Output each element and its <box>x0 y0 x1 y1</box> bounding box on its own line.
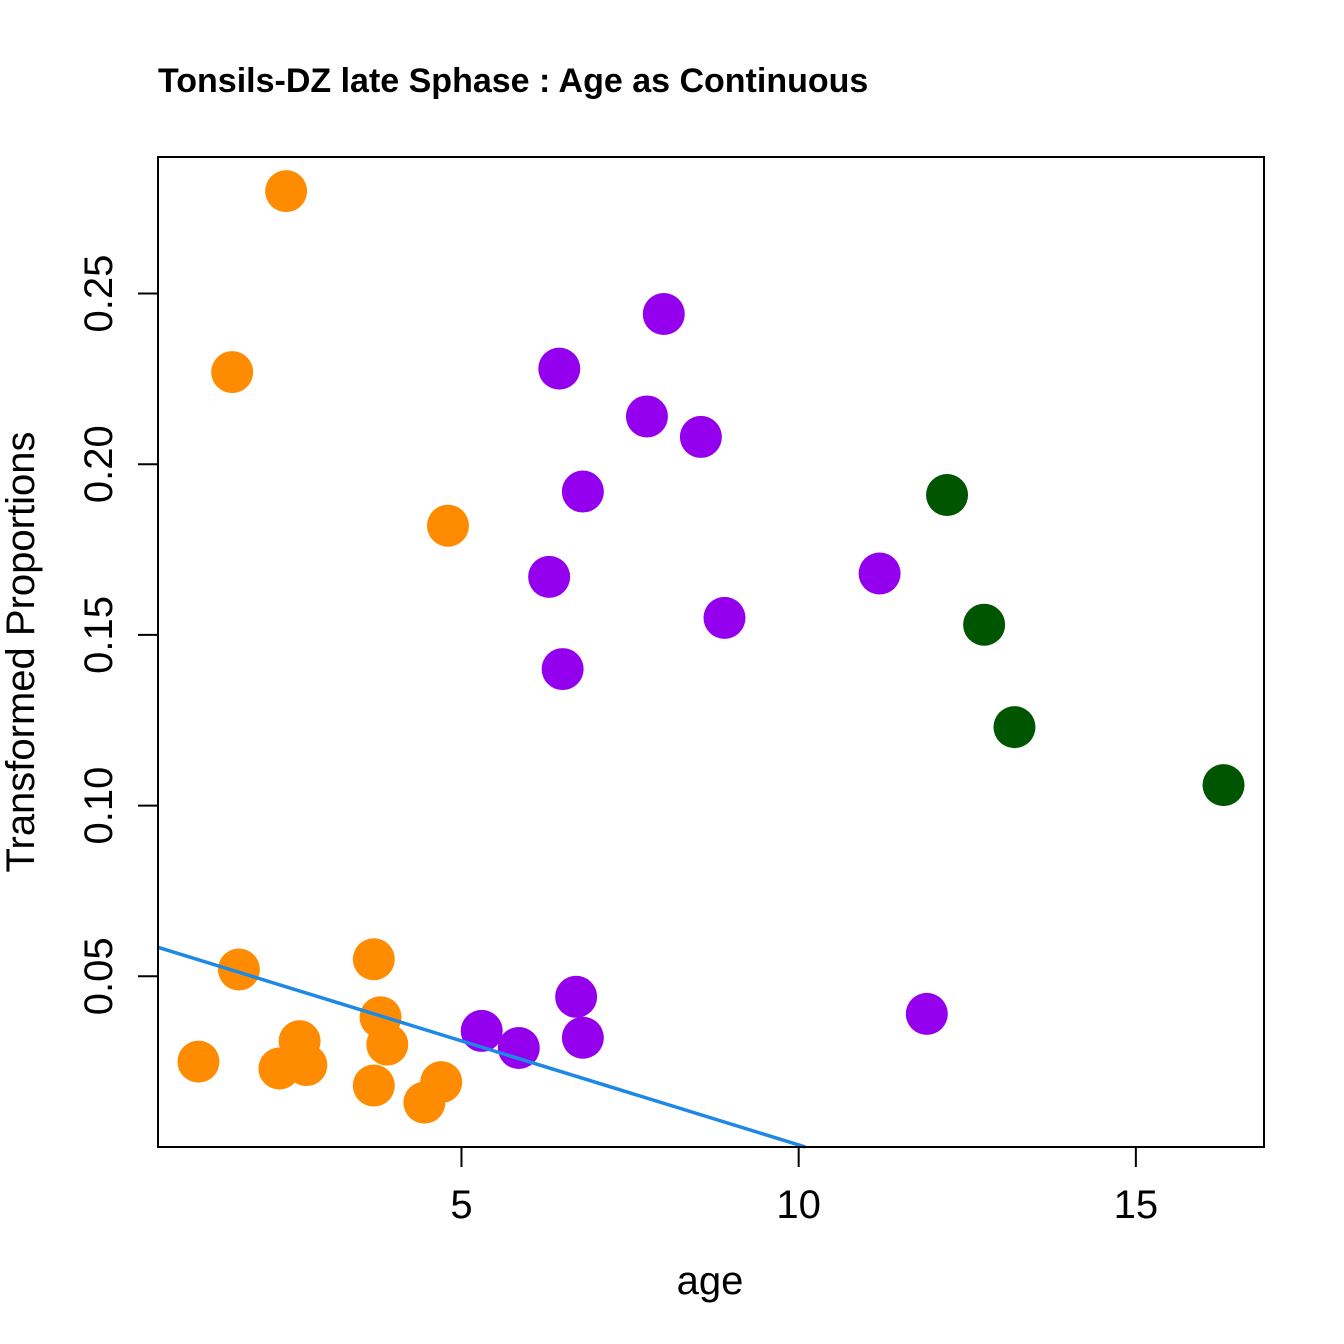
data-point-group3 <box>993 706 1036 749</box>
data-point-group2 <box>679 415 722 458</box>
data-point-group2 <box>528 555 571 598</box>
data-point-group1 <box>217 948 260 991</box>
data-point-group2 <box>555 975 598 1018</box>
data-points <box>177 170 1245 1124</box>
y-axis: 0.05 0.10 0.15 0.20 0.25 <box>77 255 158 1015</box>
data-point-group2 <box>642 293 685 336</box>
data-point-group1 <box>258 1047 301 1090</box>
chart-title: Tonsils-DZ late Sphase : Age as Continuo… <box>158 62 868 100</box>
data-point-group1 <box>177 1040 220 1083</box>
x-tick-label: 15 <box>1114 1183 1159 1227</box>
data-point-group3 <box>963 603 1006 646</box>
data-point-group1 <box>211 351 254 394</box>
data-point-group1 <box>426 504 469 547</box>
y-tick-label: 0.15 <box>77 596 121 674</box>
data-point-group1 <box>352 938 395 981</box>
fit-line-group <box>157 945 806 1149</box>
data-point-group3 <box>926 473 969 516</box>
data-point-group2 <box>460 1009 503 1052</box>
y-tick-label: 0.20 <box>77 425 121 503</box>
fit-line <box>157 945 806 1149</box>
data-point-group1 <box>265 170 308 213</box>
data-point-group2 <box>497 1027 540 1069</box>
y-tick-label: 0.10 <box>77 767 121 845</box>
data-point-group2 <box>538 347 581 390</box>
x-axis-label: age <box>677 1259 744 1303</box>
data-point-group2 <box>541 648 584 691</box>
data-point-group3 <box>1202 764 1245 807</box>
x-tick-label: 10 <box>776 1183 821 1227</box>
data-point-group2 <box>703 596 746 639</box>
x-axis: 5 10 15 <box>450 1147 1158 1227</box>
data-point-group1 <box>403 1081 446 1124</box>
data-point-group1 <box>352 1064 395 1107</box>
data-point-group2 <box>625 395 668 438</box>
x-tick-label: 5 <box>450 1183 472 1227</box>
data-point-group2 <box>561 470 604 513</box>
plot-frame <box>157 156 1265 1148</box>
data-point-group2 <box>561 1016 604 1059</box>
data-point-group1 <box>366 1023 409 1066</box>
y-tick-label: 0.25 <box>77 255 121 333</box>
data-point-group2 <box>858 552 901 595</box>
data-point-group2 <box>905 992 948 1035</box>
y-tick-label: 0.05 <box>77 937 121 1015</box>
y-axis-label: Transformed Proportions <box>0 432 43 873</box>
